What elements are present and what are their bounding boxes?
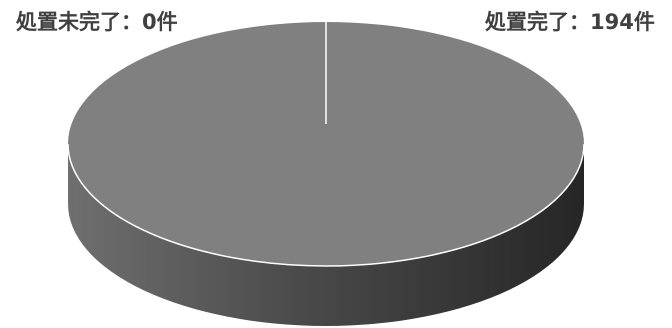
label-incomplete: 処置未完了：0件	[16, 10, 178, 34]
label-completed: 処置完了：194件	[485, 10, 655, 34]
pie-side-wall	[68, 144, 584, 326]
pie-body	[67, 22, 585, 326]
pie-top-edge	[67, 143, 585, 267]
pie-slice-completed[interactable]	[68, 22, 584, 266]
